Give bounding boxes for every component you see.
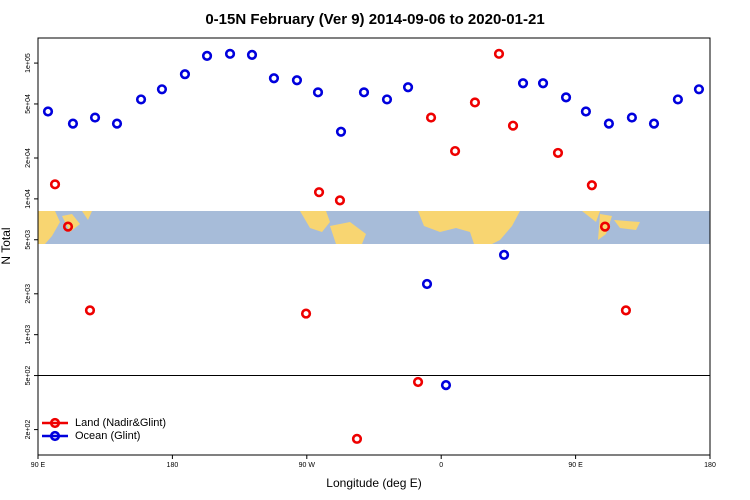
- point: [312, 87, 324, 98]
- point: [313, 187, 325, 198]
- point: [507, 120, 519, 131]
- point: [412, 376, 424, 388]
- point: [552, 147, 564, 159]
- point: [620, 305, 632, 316]
- point: [603, 118, 615, 129]
- x-tick-label: 90 E: [568, 462, 583, 469]
- point: [300, 308, 312, 319]
- y-axis-label: N Total: [0, 227, 13, 264]
- y-tick-label: 5e+04: [25, 94, 32, 114]
- point: [67, 118, 79, 129]
- point: [425, 112, 437, 123]
- y-tick-label: 1e+05: [25, 53, 32, 73]
- y-tick-label: 1e+03: [25, 325, 32, 345]
- point: [560, 92, 572, 103]
- point: [84, 305, 96, 316]
- point: [42, 106, 54, 117]
- x-tick-label: 0: [439, 462, 443, 469]
- point: [421, 278, 433, 290]
- point: [586, 180, 597, 191]
- point: [268, 73, 280, 84]
- point: [402, 82, 414, 93]
- point: [498, 249, 510, 260]
- point: [89, 112, 101, 123]
- y-tick-label: 5e+02: [25, 366, 32, 386]
- point: [62, 221, 74, 232]
- y-tick-label: 1e+04: [25, 189, 32, 209]
- point: [334, 195, 346, 206]
- point: [599, 221, 611, 232]
- x-tick-label: 180: [167, 462, 179, 469]
- point: [672, 94, 683, 105]
- point: [537, 78, 549, 89]
- point: [648, 118, 660, 129]
- point: [440, 380, 452, 391]
- point: [626, 112, 637, 123]
- point: [135, 94, 147, 105]
- point: [111, 118, 123, 129]
- legend-label: Ocean (Glint): [75, 430, 140, 442]
- point: [469, 97, 481, 108]
- chart-title: 0-15N February (Ver 9) 2014-09-06 to 202…: [205, 11, 544, 28]
- point: [291, 75, 303, 86]
- y-tick-label: 2e+02: [25, 420, 32, 440]
- y-tick-label: 5e+03: [25, 230, 32, 250]
- point: [201, 50, 213, 61]
- x-tick-label: 90 E: [31, 462, 46, 469]
- point: [693, 84, 705, 95]
- point: [358, 87, 370, 98]
- point: [246, 49, 258, 60]
- x-tick-label: 90 W: [299, 462, 316, 469]
- x-axis-label: Longitude (deg E): [326, 476, 421, 490]
- point: [156, 84, 168, 95]
- y-tick-label: 2e+04: [25, 148, 32, 168]
- point: [449, 145, 461, 157]
- plot-frame: [37, 37, 711, 456]
- point: [580, 106, 592, 117]
- point: [49, 179, 61, 190]
- y-tick-label: 2e+03: [25, 284, 32, 304]
- point: [381, 94, 393, 105]
- point: [493, 48, 505, 59]
- point: [351, 433, 363, 444]
- legend-label: Land (Nadir&Glint): [75, 417, 166, 429]
- map-strip: [38, 211, 710, 244]
- legend-marker: [49, 417, 61, 429]
- point: [335, 126, 347, 137]
- point: [224, 48, 236, 59]
- point: [179, 69, 191, 80]
- point: [517, 78, 529, 89]
- legend-marker: [49, 430, 61, 442]
- x-tick-label: 180: [704, 462, 716, 469]
